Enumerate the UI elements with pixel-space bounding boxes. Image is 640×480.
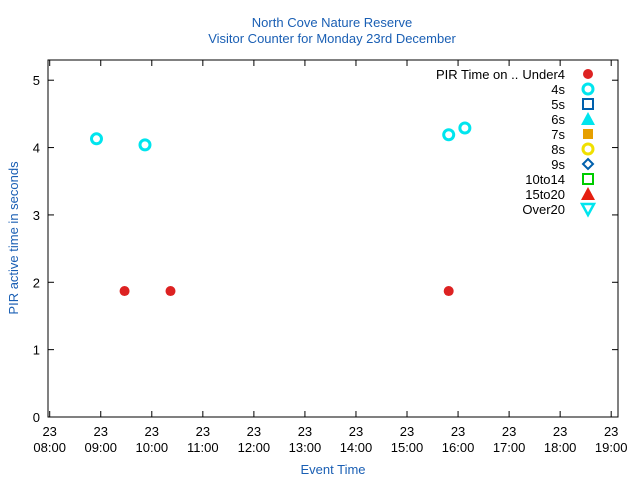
x-tick-label: 23 10:00 <box>136 424 169 455</box>
x-tick-label: 23 11:00 <box>187 424 219 455</box>
x-tick-label: 23 14:00 <box>340 424 373 455</box>
legend-label: 7s <box>551 127 565 142</box>
chart-title: North Cove Nature Reserve <box>252 15 412 30</box>
x-tick-label: 23 13:00 <box>289 424 322 455</box>
legend-label: 6s <box>551 112 565 127</box>
x-tick-label: 23 08:00 <box>33 424 66 455</box>
point <box>442 128 456 142</box>
legend-marker <box>579 202 597 218</box>
legend-label: 15to20 <box>525 187 565 202</box>
legend-label: 10to14 <box>525 172 565 187</box>
point <box>443 286 454 297</box>
x-tick-label: 23 16:00 <box>442 424 475 455</box>
legend-marker <box>581 112 595 125</box>
y-tick-label: 2 <box>33 275 40 290</box>
legend-marker <box>583 69 593 79</box>
legend-marker <box>581 142 595 156</box>
x-axis-label: Event Time <box>300 462 365 477</box>
y-tick-label: 0 <box>33 410 40 425</box>
point <box>165 286 176 297</box>
x-tick-label: 23 19:00 <box>595 424 628 455</box>
legend-marker <box>582 173 594 185</box>
legend-marker <box>581 82 595 96</box>
legend-label: 9s <box>551 157 565 172</box>
y-tick-label: 3 <box>33 208 40 223</box>
y-tick-label: 1 <box>33 343 40 358</box>
legend-marker <box>582 98 594 110</box>
x-tick-label: 23 18:00 <box>544 424 577 455</box>
point <box>458 121 472 135</box>
legend-marker <box>581 157 595 171</box>
x-tick-label: 23 12:00 <box>238 424 271 455</box>
point <box>89 132 103 146</box>
legend-label: 4s <box>551 82 565 97</box>
legend-label: Under4 <box>522 67 565 82</box>
legend-marker <box>583 129 593 139</box>
legend-label: 5s <box>551 97 565 112</box>
point <box>119 286 130 297</box>
y-tick-label: 5 <box>33 73 40 88</box>
y-axis-label: PIR active time in seconds <box>6 161 21 315</box>
x-tick-label: 23 17:00 <box>493 424 526 455</box>
legend-label: 8s <box>551 142 565 157</box>
legend-label: Over20 <box>522 202 565 217</box>
legend-marker <box>581 187 595 200</box>
plot-frame <box>47 59 619 418</box>
point <box>138 138 152 152</box>
x-tick-label: 23 09:00 <box>84 424 117 455</box>
y-tick-label: 4 <box>33 141 40 156</box>
chart-subtitle: Visitor Counter for Monday 23rd December <box>208 31 456 46</box>
x-tick-label: 23 15:00 <box>391 424 424 455</box>
legend-title: PIR Time on .. <box>436 67 518 82</box>
